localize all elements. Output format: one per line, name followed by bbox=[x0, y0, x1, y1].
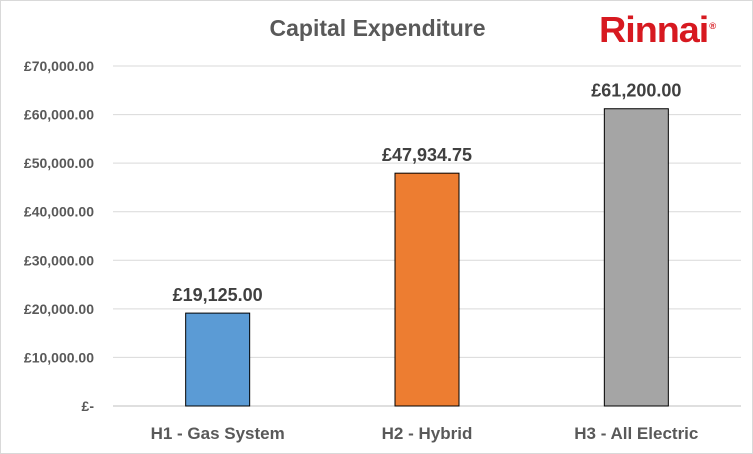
data-label: £61,200.00 bbox=[591, 81, 681, 101]
bar bbox=[603, 108, 669, 407]
bar bbox=[185, 312, 251, 407]
y-tick-label: £10,000.00 bbox=[24, 349, 94, 365]
x-category-label: H1 - Gas System bbox=[151, 424, 285, 443]
data-label: £19,125.00 bbox=[173, 285, 263, 305]
chart-title: Capital Expenditure bbox=[269, 15, 486, 41]
logo-text: Rinnai bbox=[599, 9, 709, 50]
y-tick-label: £30,000.00 bbox=[24, 252, 94, 268]
y-axis-ticks: £- £10,000.00 £20,000.00 £30,000.00 £40,000.… bbox=[24, 58, 94, 414]
y-tick-label: £20,000.00 bbox=[24, 301, 94, 317]
x-category-label: H3 - All Electric bbox=[574, 424, 698, 443]
y-tick-label: £60,000.00 bbox=[24, 107, 94, 123]
y-tick-label: £70,000.00 bbox=[24, 58, 94, 74]
data-labels: £19,125.00 £47,934.75 £61,200.00 bbox=[173, 81, 682, 305]
y-tick-label: £40,000.00 bbox=[24, 204, 94, 220]
bar bbox=[394, 172, 460, 407]
bars bbox=[185, 108, 669, 407]
y-tick-label: £- bbox=[82, 398, 95, 414]
data-label: £47,934.75 bbox=[382, 145, 472, 165]
x-axis-categories: H1 - Gas System H2 - Hybrid H3 - All Elect… bbox=[151, 424, 699, 443]
rinnai-logo: Rinnai® bbox=[599, 9, 716, 51]
x-category-label: H2 - Hybrid bbox=[382, 424, 473, 443]
logo-registered-mark: ® bbox=[709, 21, 717, 31]
y-tick-label: £50,000.00 bbox=[24, 155, 94, 171]
